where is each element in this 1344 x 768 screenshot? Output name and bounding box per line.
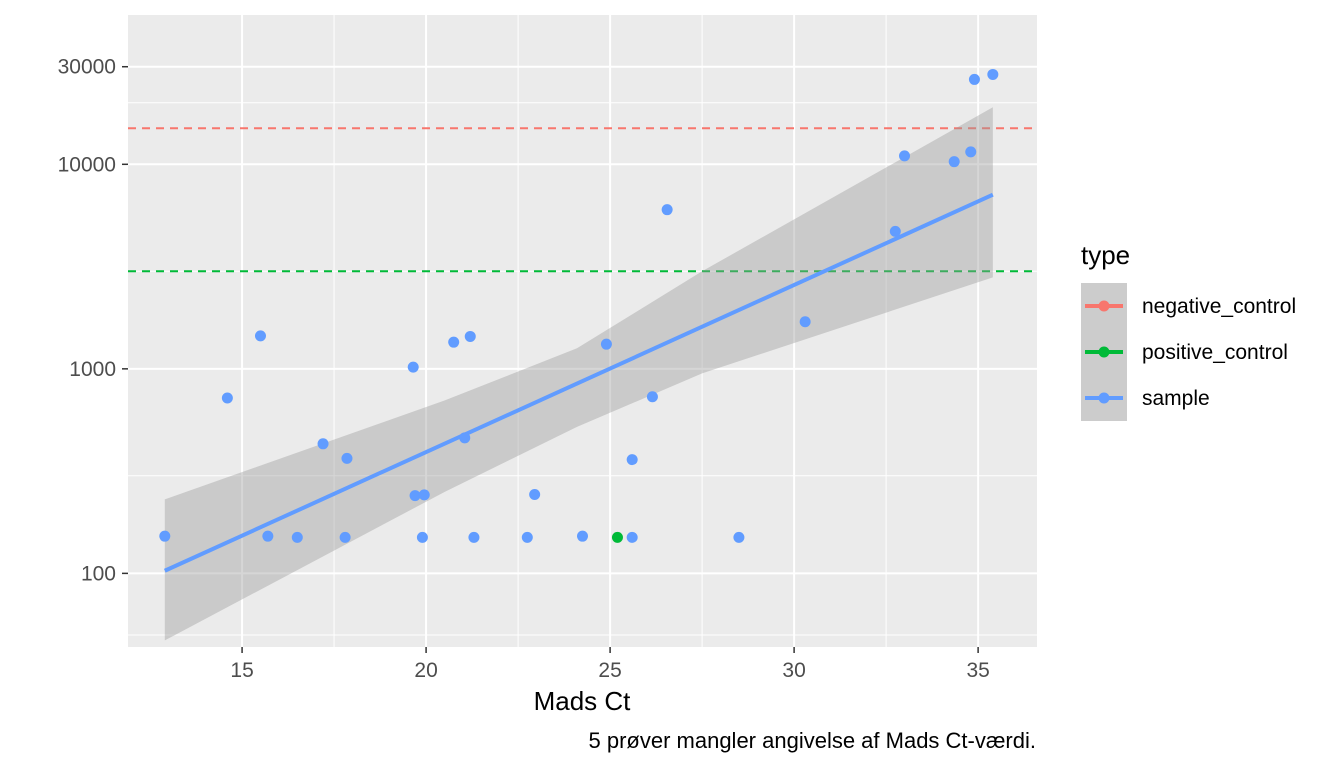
sample-point bbox=[626, 454, 638, 466]
sample-point bbox=[521, 531, 533, 543]
sample-point bbox=[965, 146, 977, 158]
x-axis: 15 20 25 30 35 bbox=[230, 647, 990, 682]
sample-point bbox=[899, 150, 911, 162]
legend-key-point bbox=[1098, 300, 1110, 312]
fit-ribbon-group bbox=[164, 107, 993, 641]
x-tick-label: 30 bbox=[782, 659, 805, 682]
legend-label: positive_control bbox=[1142, 341, 1288, 364]
legend-key-point bbox=[1098, 392, 1110, 404]
positive_control-point bbox=[611, 531, 623, 543]
sample-point bbox=[799, 316, 811, 328]
legend: type negative_control positive_controlsam… bbox=[1081, 240, 1296, 421]
sample-point bbox=[448, 336, 460, 348]
sample-point bbox=[459, 432, 471, 444]
x-tick-label: 20 bbox=[414, 659, 437, 682]
y-tick-label: 10000 bbox=[58, 153, 116, 176]
reference-lines bbox=[128, 127, 1037, 273]
sample-point bbox=[529, 489, 541, 501]
caption: 5 prøver mangler angivelse af Mads Ct-væ… bbox=[589, 728, 1037, 753]
sample-point bbox=[418, 489, 430, 501]
sample-point bbox=[409, 490, 421, 502]
sample-point bbox=[464, 330, 476, 342]
sample-point bbox=[733, 531, 745, 543]
x-tick-label: 35 bbox=[966, 659, 989, 682]
sample-point bbox=[661, 204, 673, 216]
y-tick-label: 1000 bbox=[69, 358, 116, 381]
fit-line bbox=[163, 192, 994, 573]
points bbox=[159, 68, 999, 543]
sample-point bbox=[317, 438, 329, 450]
sample-point bbox=[626, 531, 638, 543]
legend-label: sample bbox=[1142, 387, 1210, 410]
x-tick-label: 25 bbox=[598, 659, 621, 682]
sample-point bbox=[221, 392, 233, 404]
sample-point bbox=[159, 530, 171, 542]
y-tick-label: 100 bbox=[81, 562, 116, 585]
legend-key-point bbox=[1098, 346, 1110, 358]
sample-point bbox=[341, 452, 353, 464]
sample-point bbox=[600, 338, 612, 350]
grid-major bbox=[128, 15, 1037, 647]
x-axis-title: Mads Ct bbox=[534, 686, 632, 716]
y-tick-label: 30000 bbox=[58, 56, 116, 79]
fit-line-group bbox=[163, 192, 994, 573]
sample-point bbox=[339, 531, 351, 543]
sample-point bbox=[889, 225, 901, 237]
sample-point bbox=[407, 361, 419, 373]
sample-point bbox=[577, 530, 588, 542]
fit-ribbon bbox=[164, 107, 993, 641]
sample-point bbox=[968, 73, 980, 85]
sample-point bbox=[468, 531, 480, 543]
sample-point bbox=[416, 531, 428, 543]
x-tick-label: 15 bbox=[230, 659, 253, 682]
sample-point bbox=[948, 156, 960, 168]
sample-point bbox=[987, 68, 999, 80]
sample-point bbox=[291, 531, 303, 543]
sample-point bbox=[646, 391, 658, 403]
sample-point bbox=[262, 530, 274, 542]
legend-title: type bbox=[1081, 240, 1130, 270]
legend-label: negative_control bbox=[1142, 295, 1296, 318]
sample-point bbox=[254, 330, 266, 342]
y-axis: 100 1000 10000 30000 bbox=[58, 56, 128, 585]
